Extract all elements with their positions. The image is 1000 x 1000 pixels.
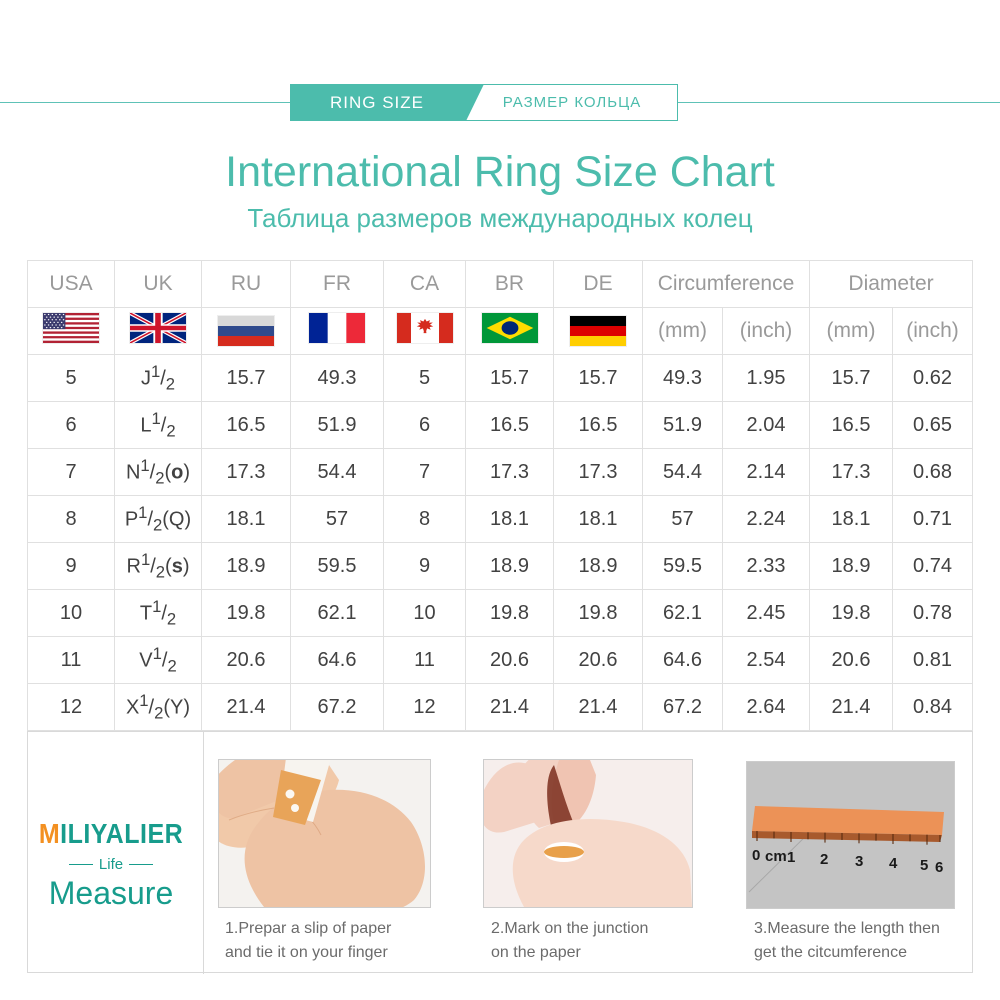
svg-text:4: 4 <box>889 855 898 872</box>
svg-text:1: 1 <box>787 849 795 866</box>
svg-text:2: 2 <box>820 851 828 868</box>
svg-text:6: 6 <box>935 859 943 876</box>
svg-text:cm: cm <box>765 848 787 865</box>
svg-text:5: 5 <box>920 857 928 874</box>
svg-text:0: 0 <box>752 847 760 864</box>
svg-text:3: 3 <box>855 853 863 870</box>
